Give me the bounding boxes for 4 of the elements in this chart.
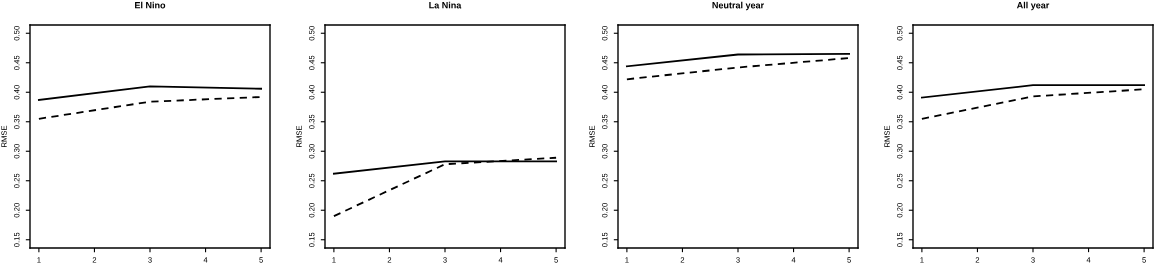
chart-title: El Nino [135,1,166,9]
chart-title: La Nina [429,1,462,9]
chart-title: Neutral year [712,1,764,11]
chart-title: All year [1016,1,1050,11]
